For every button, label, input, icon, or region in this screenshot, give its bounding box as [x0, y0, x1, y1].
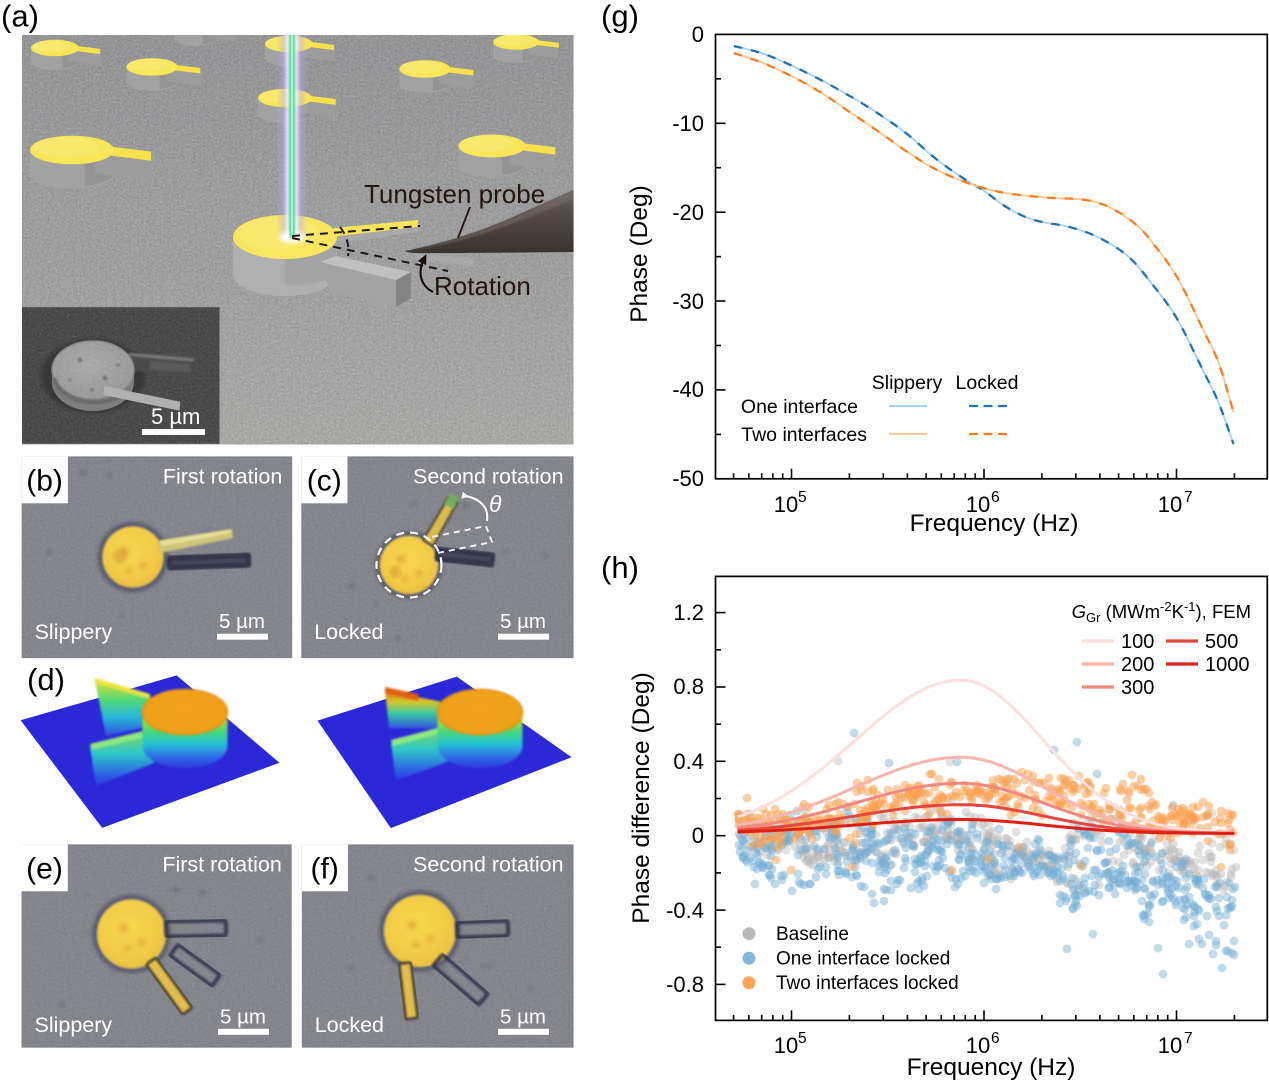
- svg-text:10: 10: [1158, 492, 1182, 517]
- svg-text:5 µm: 5 µm: [500, 610, 546, 633]
- svg-text:First rotation: First rotation: [163, 464, 282, 488]
- svg-text:(e): (e): [26, 852, 63, 885]
- svg-text:5: 5: [798, 489, 807, 506]
- svg-text:0.4: 0.4: [673, 749, 704, 774]
- svg-text:-0.8: -0.8: [666, 972, 704, 997]
- svg-text:5 µm: 5 µm: [151, 404, 200, 429]
- svg-text:Slippery: Slippery: [35, 1013, 113, 1037]
- svg-text:5 µm: 5 µm: [500, 1005, 546, 1028]
- svg-text:Frequency (Hz): Frequency (Hz): [907, 1054, 1076, 1081]
- svg-text:Slippery: Slippery: [35, 620, 113, 644]
- svg-text:5 µm: 5 µm: [219, 610, 265, 633]
- svg-text:Second rotation: Second rotation: [413, 464, 564, 488]
- svg-text:(c): (c): [307, 464, 342, 497]
- svg-text:-30: -30: [672, 289, 704, 314]
- svg-text:Baseline: Baseline: [776, 924, 849, 945]
- svg-text:-20: -20: [672, 200, 704, 225]
- svg-text:-40: -40: [672, 377, 704, 402]
- svg-text:Phase (Deg): Phase (Deg): [626, 185, 653, 323]
- svg-text:10: 10: [774, 492, 798, 517]
- svg-text:Slippery: Slippery: [872, 372, 943, 394]
- svg-text:Locked: Locked: [314, 620, 383, 644]
- svg-text:-50: -50: [672, 466, 704, 491]
- svg-text:Two interfaces locked: Two interfaces locked: [776, 973, 959, 994]
- svg-text:One interface locked: One interface locked: [776, 949, 950, 970]
- svg-text:Second rotation: Second rotation: [413, 852, 564, 876]
- svg-text:7: 7: [1184, 1030, 1193, 1047]
- svg-text:10: 10: [774, 1033, 798, 1058]
- svg-text:-10: -10: [672, 111, 704, 136]
- svg-text:100: 100: [1121, 631, 1154, 653]
- svg-text:Two interfaces: Two interfaces: [741, 424, 867, 446]
- svg-text:(a): (a): [1, 0, 39, 34]
- svg-text:Locked: Locked: [315, 1013, 384, 1037]
- svg-text:1000: 1000: [1205, 654, 1250, 676]
- svg-text:Phase difference (Deg): Phase difference (Deg): [628, 672, 655, 924]
- svg-text:(b): (b): [26, 464, 63, 497]
- svg-text:(g): (g): [601, 0, 639, 34]
- svg-text:6: 6: [991, 489, 1000, 506]
- svg-text:Tungsten probe: Tungsten probe: [364, 179, 545, 209]
- svg-text:Frequency (Hz): Frequency (Hz): [910, 510, 1079, 537]
- svg-text:1.2: 1.2: [673, 600, 704, 625]
- svg-text:6: 6: [991, 1030, 1000, 1047]
- svg-text:300: 300: [1121, 677, 1154, 699]
- svg-text:(h): (h): [601, 550, 639, 585]
- svg-text:5: 5: [798, 1030, 807, 1047]
- svg-text:0.8: 0.8: [673, 674, 704, 699]
- svg-text:0: 0: [692, 22, 704, 47]
- svg-text:200: 200: [1121, 654, 1154, 676]
- svg-text:θ: θ: [489, 491, 502, 517]
- svg-text:10: 10: [1158, 1033, 1182, 1058]
- svg-text:7: 7: [1184, 489, 1193, 506]
- svg-text:One interface: One interface: [741, 396, 858, 418]
- svg-text:Rotation: Rotation: [434, 271, 531, 301]
- svg-text:10: 10: [966, 1033, 990, 1058]
- svg-text:5 µm: 5 µm: [220, 1005, 266, 1028]
- svg-text:500: 500: [1205, 631, 1238, 653]
- svg-text:Locked: Locked: [956, 372, 1019, 394]
- svg-text:First rotation: First rotation: [162, 852, 281, 876]
- svg-text:(f): (f): [311, 852, 339, 885]
- svg-text:-0.4: -0.4: [666, 898, 704, 923]
- svg-text:10: 10: [966, 492, 990, 517]
- svg-text:0: 0: [692, 823, 704, 848]
- svg-text:(d): (d): [27, 662, 65, 697]
- svg-text:GGr (MWm-2K-1), FEM: GGr (MWm-2K-1), FEM: [1072, 599, 1251, 625]
